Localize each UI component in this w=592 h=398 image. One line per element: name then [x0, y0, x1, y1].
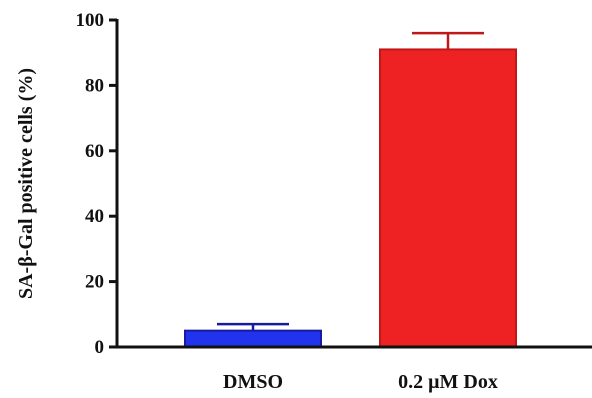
bars [184, 48, 517, 349]
bar-0 [184, 329, 322, 348]
y-tick-label: 100 [76, 10, 105, 31]
y-tick-label: 60 [85, 141, 104, 162]
y-tick-label: 80 [85, 75, 104, 96]
y-axis-ticks: 0 20 40 60 80 100 [76, 10, 117, 358]
y-tick-label: 20 [85, 272, 104, 293]
x-axis-category-labels: DMSO 0.2 μM Dox [223, 371, 498, 393]
x-category-label: 0.2 μM Dox [398, 371, 498, 393]
y-tick-label: 0 [95, 337, 105, 358]
error-bars [217, 31, 484, 331]
y-axis-title: SA-β-Gal positive cells (%) [15, 68, 37, 299]
bar-1 [379, 48, 517, 349]
y-tick-label: 40 [85, 206, 104, 227]
x-category-label: DMSO [223, 371, 283, 393]
